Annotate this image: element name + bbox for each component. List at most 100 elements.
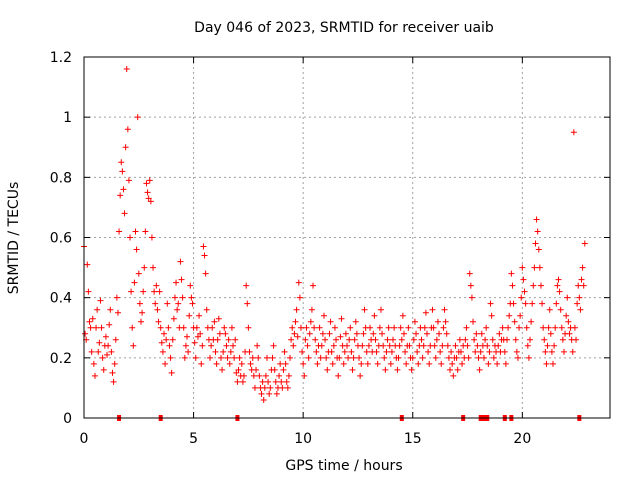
data-point [185,348,192,355]
data-point [246,348,253,355]
data-point [107,306,114,313]
data-point [333,336,340,343]
data-point [330,342,337,349]
data-point [328,348,335,355]
data-point [316,324,323,331]
data-point [575,282,582,289]
data-point [136,300,143,307]
data-point [363,348,370,355]
data-point [297,324,304,331]
data-point [565,318,572,325]
data-point [228,324,235,331]
y-tick-label: 0.4 [50,291,72,307]
data-point [577,306,584,313]
data-point [383,348,390,355]
data-point [217,354,224,361]
data-point [555,276,562,283]
data-point [438,360,445,367]
data-point [525,354,532,361]
data-point [155,318,162,325]
data-point [388,348,395,355]
data-point [495,342,502,349]
chart-title: Day 046 of 2023, SRMTID for receiver uai… [194,20,494,36]
data-point [87,324,94,331]
data-point [171,294,178,301]
data-point [385,324,392,331]
data-point [320,312,327,319]
data-point [530,282,537,289]
data-point [270,342,277,349]
data-point [192,354,199,361]
data-point [348,348,355,355]
data-point [305,354,312,361]
data-point [289,324,296,331]
data-point [508,270,515,277]
data-point [118,159,125,166]
data-point [448,348,455,355]
data-point [265,378,272,385]
data-point [532,240,539,247]
data-point [342,330,349,337]
data-point [156,288,163,295]
data-point [485,360,492,367]
data-point [341,348,348,355]
data-point [434,318,441,325]
data-point [280,366,287,373]
data-point [544,342,551,349]
data-point [279,384,286,391]
data-point [457,348,464,355]
data-point [503,336,510,343]
data-point [96,339,103,346]
data-point [139,309,146,316]
data-point [108,348,115,355]
data-point [142,228,149,235]
data-point [511,318,518,325]
data-point [186,312,193,319]
data-points [81,66,588,403]
data-point [399,312,406,319]
data-point [413,330,420,337]
data-point [191,339,198,346]
data-point [302,336,309,343]
data-point [496,330,503,337]
data-point [307,318,314,325]
data-point [345,354,352,361]
data-point [121,210,128,217]
data-point [489,336,496,343]
data-point [336,354,343,361]
x-axis-label: GPS time / hours [285,458,402,474]
data-point [272,378,279,385]
data-point [512,336,519,343]
data-point [373,348,380,355]
data-point [480,354,487,361]
data-point [337,333,344,340]
data-point [338,315,345,322]
data-point [123,66,130,73]
data-point [202,270,209,277]
data-point [452,342,459,349]
data-point [564,294,571,301]
data-point [131,279,138,286]
data-point [540,324,547,331]
data-point [352,318,359,325]
data-point [471,336,478,343]
data-point [423,330,430,337]
data-point [406,342,413,349]
data-point [148,234,155,241]
data-point [465,354,472,361]
data-point [319,330,326,337]
data-point [574,300,581,307]
data-point [141,264,148,271]
data-point [528,318,535,325]
data-point [243,282,250,289]
data-point [301,372,308,379]
data-point [125,177,132,184]
data-point [127,234,134,241]
data-point [542,348,549,355]
data-point [432,354,439,361]
data-point [129,324,136,331]
data-point [449,360,456,367]
data-point [285,372,292,379]
data-point [184,333,191,340]
data-point [486,348,493,355]
